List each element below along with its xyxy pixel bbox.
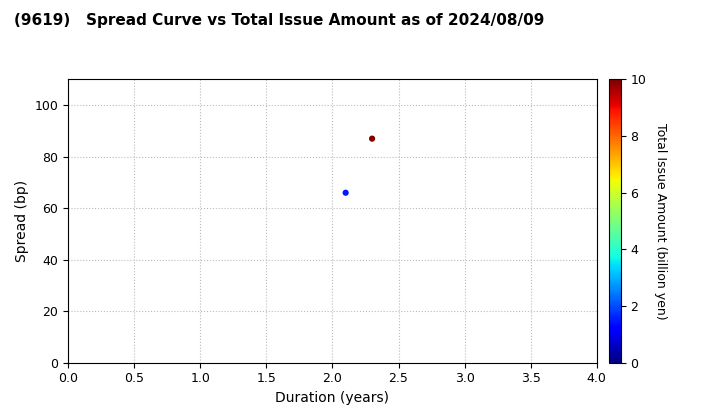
X-axis label: Duration (years): Duration (years) — [276, 391, 390, 405]
Point — [340, 189, 351, 196]
Y-axis label: Total Issue Amount (billion yen): Total Issue Amount (billion yen) — [654, 123, 667, 319]
Y-axis label: Spread (bp): Spread (bp) — [15, 180, 29, 262]
Text: (9619)   Spread Curve vs Total Issue Amount as of 2024/08/09: (9619) Spread Curve vs Total Issue Amoun… — [14, 13, 545, 28]
Point — [366, 135, 378, 142]
